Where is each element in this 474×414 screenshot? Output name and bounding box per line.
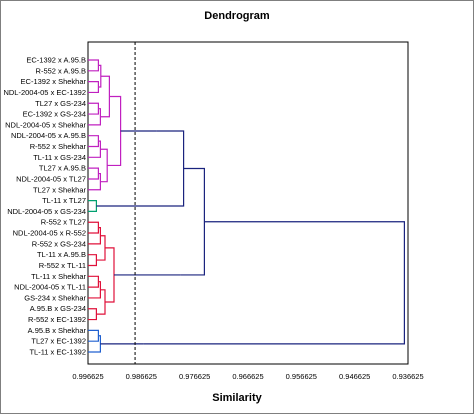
cluster-link — [105, 247, 115, 303]
leaf-label: NDL-2004-05 x TL-11 — [14, 283, 86, 292]
x-tick-label: 0.986625 — [126, 372, 157, 381]
leaf-label: TL27 x GS-234 — [35, 99, 86, 108]
leaf-label: NDL-2004-05 x TL27 — [16, 174, 86, 183]
cluster-link — [88, 167, 99, 180]
leaf-label: R-552 x GS-234 — [32, 239, 86, 248]
leaf-label: EC-1392 x GS-234 — [23, 110, 86, 119]
leaf-label: NDL-2004-05 x GS-234 — [7, 207, 86, 216]
leaf-label: NDL-2004-05 x EC-1392 — [3, 88, 86, 97]
cluster-link — [88, 275, 99, 288]
leaf-label: R-552 x TL-11 — [39, 261, 86, 270]
leaf-label: R-552 x TL27 — [41, 218, 86, 227]
cluster-link — [100, 148, 108, 183]
leaf-label: TL-11 x EC-1392 — [29, 348, 86, 357]
x-tick-label: 0.976625 — [179, 372, 210, 381]
x-tick-label: 0.966625 — [232, 372, 263, 381]
leaf-label: TL27 x EC-1392 — [31, 337, 86, 346]
cluster-link — [88, 199, 97, 213]
linkage-merge — [143, 221, 405, 345]
cluster-link — [88, 102, 99, 115]
cluster-link — [88, 329, 99, 342]
cluster-link — [88, 59, 99, 72]
x-tick-label: 0.996625 — [72, 372, 103, 381]
leaf-label: TL-11 x A.95.B — [37, 250, 86, 259]
leaf-label: TL-11 x Shekhar — [31, 272, 86, 281]
leaf-label: TL-11 x GS-234 — [33, 153, 86, 162]
leaf-label: R-552 x EC-1392 — [28, 315, 86, 324]
cluster-link — [88, 254, 97, 267]
cluster-link — [88, 221, 99, 234]
linkage-merge — [96, 130, 185, 207]
leaf-label: TL-11 x TL27 — [42, 196, 86, 205]
cluster-link — [88, 135, 99, 148]
leaf-label: NDL-2004-05 x Shekhar — [5, 120, 86, 129]
leaf-label: A.95.B x Shekhar — [28, 326, 87, 335]
leaf-label: TL27 x Shekhar — [33, 185, 86, 194]
leaf-label: A.95.B x GS-234 — [30, 304, 86, 313]
plot-area — [87, 41, 409, 365]
x-tick-label: 0.956625 — [286, 372, 317, 381]
leaf-label: EC-1392 x A.95.B — [26, 56, 86, 65]
leaf-label: NDL-2004-05 x A.95.B — [11, 131, 86, 140]
x-axis-label: Similarity — [212, 392, 262, 404]
leaf-label: NDL-2004-05 x R-552 — [13, 229, 86, 238]
leaf-label: R-552 x A.95.B — [36, 66, 86, 75]
cluster-link — [88, 81, 99, 94]
chart-title: Dendrogram — [204, 10, 270, 22]
leaf-label: GS-234 x Shekhar — [24, 293, 86, 302]
cluster-link — [88, 308, 97, 321]
cluster-link — [100, 75, 110, 118]
x-tick-label: 0.946625 — [339, 372, 370, 381]
x-tick-label: 0.936625 — [392, 372, 423, 381]
leaf-label: EC-1392 x Shekhar — [21, 77, 87, 86]
leaf-label: R-552 x Shekhar — [30, 142, 87, 151]
leaf-label: TL27 x A.95.B — [39, 164, 86, 173]
